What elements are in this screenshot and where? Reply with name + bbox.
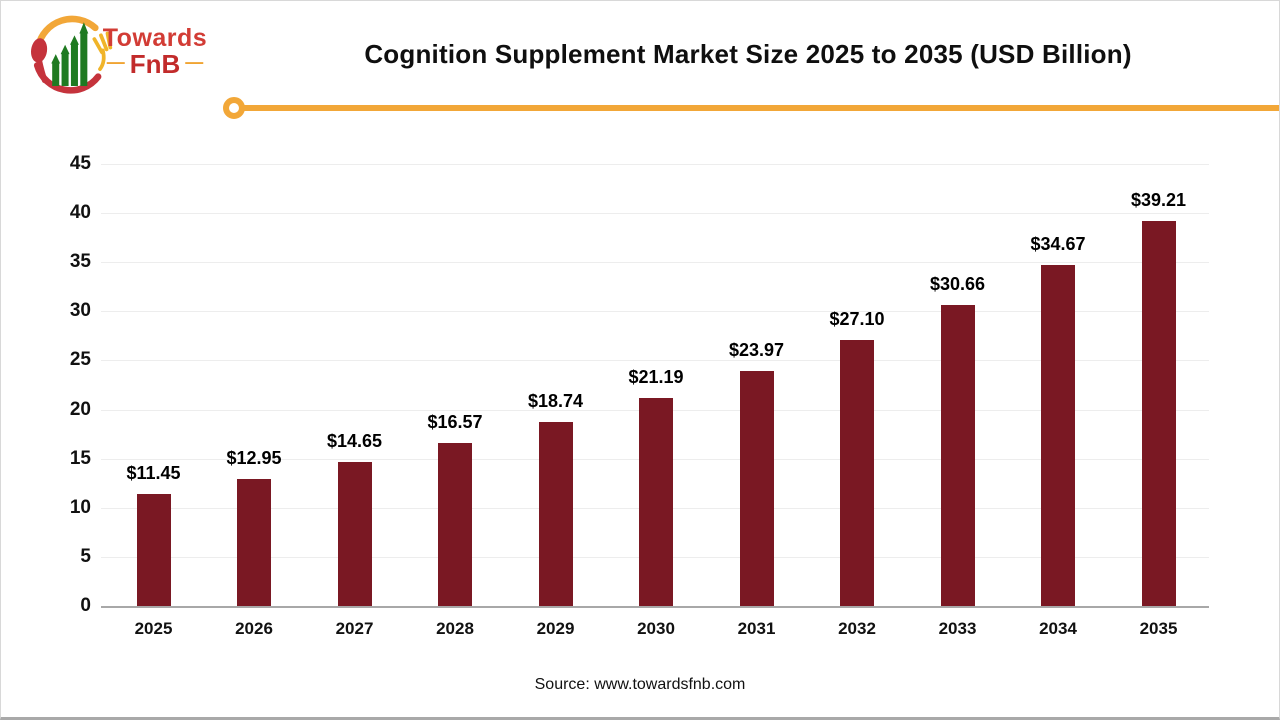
brand-name-top: Towards — [102, 24, 208, 52]
x-axis-label: 2025 — [134, 619, 173, 638]
bar-value-label: $12.95 — [226, 447, 282, 468]
bar-value-label: $18.74 — [527, 390, 584, 411]
y-axis-tick-label: 40 — [69, 202, 91, 224]
x-axis-label: 2035 — [1139, 619, 1178, 638]
bar — [739, 370, 774, 606]
y-axis-tick-label: 35 — [69, 251, 91, 273]
plot-area: 0 5 10 15 20 25 30 35 40 45 $11.45 2025 $12.95 2026 $1… — [70, 121, 1209, 638]
bar — [337, 462, 372, 606]
bar — [639, 397, 673, 606]
gridline — [101, 360, 1209, 362]
bar-value-label: $16.57 — [427, 412, 483, 433]
brand-dash-right: — — [185, 52, 204, 73]
bar-value-label: $30.66 — [929, 273, 986, 294]
x-axis-label: 2031 — [737, 619, 776, 638]
x-axis-label: 2030 — [637, 619, 675, 638]
gridline — [101, 311, 1209, 313]
gridline — [101, 164, 1209, 165]
source-text: Source: www.towardsfnb.com — [534, 676, 746, 693]
x-axis-line — [101, 606, 1209, 608]
x-axis-label: 2029 — [536, 619, 575, 638]
bar-value-label: $34.67 — [1030, 234, 1086, 255]
y-axis-tick-label: 45 — [69, 153, 91, 174]
brand-name-bottom-row: — FnB — — [93, 49, 217, 80]
bar — [1041, 265, 1075, 606]
bar — [840, 339, 874, 606]
divider-line — [244, 105, 1279, 111]
bar — [538, 421, 573, 606]
y-axis-tick-label: 30 — [69, 300, 91, 322]
x-axis-label: 2027 — [335, 619, 374, 638]
gridline — [101, 262, 1209, 264]
bar — [136, 493, 171, 606]
y-axis-tick-label: 15 — [69, 447, 91, 469]
y-axis-tick-label: 25 — [69, 349, 91, 371]
y-axis-tick-label: 0 — [80, 595, 91, 616]
bar-value-label: $14.65 — [326, 431, 383, 452]
bar-value-label: $23.97 — [728, 339, 785, 360]
brand-name-bottom: FnB — [129, 49, 181, 80]
y-axis-tick-label: 10 — [69, 496, 91, 518]
divider-ring-icon — [223, 97, 245, 119]
bar-value-label: $39.21 — [1130, 189, 1187, 210]
x-axis-label: 2033 — [938, 619, 977, 638]
y-axis-tick-label: 5 — [80, 545, 91, 567]
towardsfnb-wordmark: Towards — FnB — — [93, 25, 217, 79]
x-axis-label: 2028 — [436, 619, 474, 638]
bar-value-label: $21.19 — [628, 366, 684, 387]
y-axis-tick-label: 20 — [69, 398, 91, 420]
bar — [1141, 220, 1176, 606]
bar-value-label: $11.45 — [126, 462, 181, 483]
bar — [940, 304, 975, 606]
x-axis-label: 2034 — [1039, 619, 1077, 638]
bar — [438, 443, 472, 606]
bar-value-label: $27.10 — [829, 308, 885, 329]
x-axis-label: 2026 — [235, 619, 273, 638]
towardsfnb-logo-icon — [30, 15, 113, 94]
gridline — [101, 213, 1209, 215]
x-axis-label: 2032 — [838, 619, 876, 638]
chart-title: Cognition Supplement Market Size 2025 to… — [364, 39, 1132, 69]
bar — [237, 478, 271, 606]
brand-dash-left: — — [106, 52, 125, 73]
